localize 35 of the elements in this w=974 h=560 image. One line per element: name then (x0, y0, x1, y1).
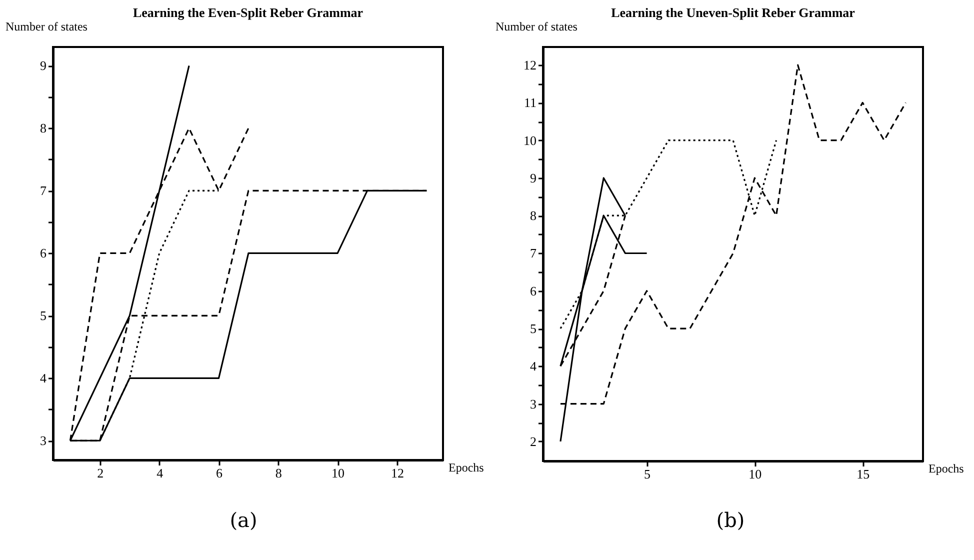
y-tick-label: 6 (530, 283, 537, 298)
y-tick-label: 6 (40, 246, 47, 261)
y-tick-label: 10 (524, 132, 536, 148)
y-tick-label: 2 (530, 434, 536, 449)
text: (b) (715, 508, 746, 532)
x-tick-label: 6 (216, 466, 223, 480)
x-tick-label: 8 (275, 466, 282, 480)
x-tick-label: 5 (644, 466, 651, 482)
x-tick-label: 10 (332, 466, 345, 480)
y-axis-title: Number of states (6, 20, 88, 34)
y-tick-label: 11 (524, 95, 536, 110)
y-tick-label: 5 (40, 308, 46, 324)
y-tick-label: 4 (40, 370, 47, 386)
y-tick-label: 8 (40, 120, 46, 136)
x-tick-label: 12 (390, 466, 404, 480)
x-axis-title: Epochs (448, 460, 484, 474)
x-tick-label: 10 (748, 466, 762, 482)
y-tick-label: 3 (530, 396, 536, 412)
x-axis-title: Epochs (928, 462, 964, 476)
y-tick-label: 8 (530, 208, 536, 224)
y-tick-label: 5 (530, 321, 536, 336)
x-tick-label: 15 (856, 466, 870, 482)
y-tick-label: 7 (530, 246, 537, 261)
y-tick-label: 4 (530, 358, 537, 374)
text: (a) (228, 508, 258, 532)
chart-title: Learning the Uneven-Split Reber Grammar (611, 5, 856, 20)
y-tick-label: 7 (40, 183, 47, 198)
y-tick-label: 9 (530, 170, 536, 186)
y-tick-label: 3 (40, 433, 46, 448)
x-tick-label: 4 (156, 466, 164, 480)
y-axis-title: Number of states (496, 20, 578, 34)
chart-title: Learning the Even-Split Reber Grammar (132, 5, 364, 20)
y-tick-label: 9 (40, 58, 46, 74)
y-tick-label: 12 (524, 58, 536, 73)
x-tick-label: 2 (97, 466, 104, 480)
